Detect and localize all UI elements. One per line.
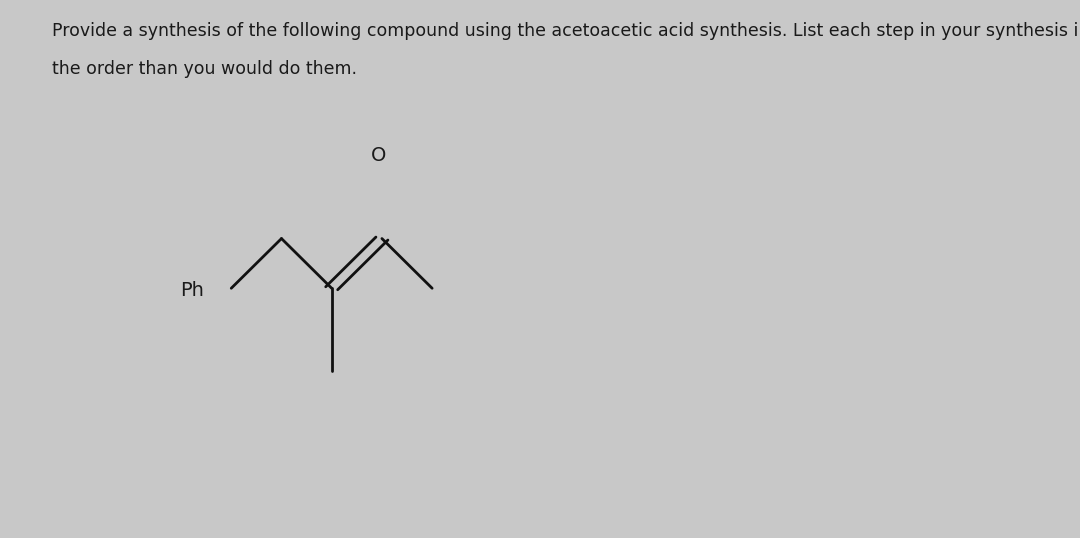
Text: Ph: Ph (180, 281, 204, 300)
Text: Provide a synthesis of the following compound using the acetoacetic acid synthes: Provide a synthesis of the following com… (52, 22, 1080, 39)
Text: the order than you would do them.: the order than you would do them. (52, 60, 356, 78)
Text: O: O (370, 146, 387, 165)
